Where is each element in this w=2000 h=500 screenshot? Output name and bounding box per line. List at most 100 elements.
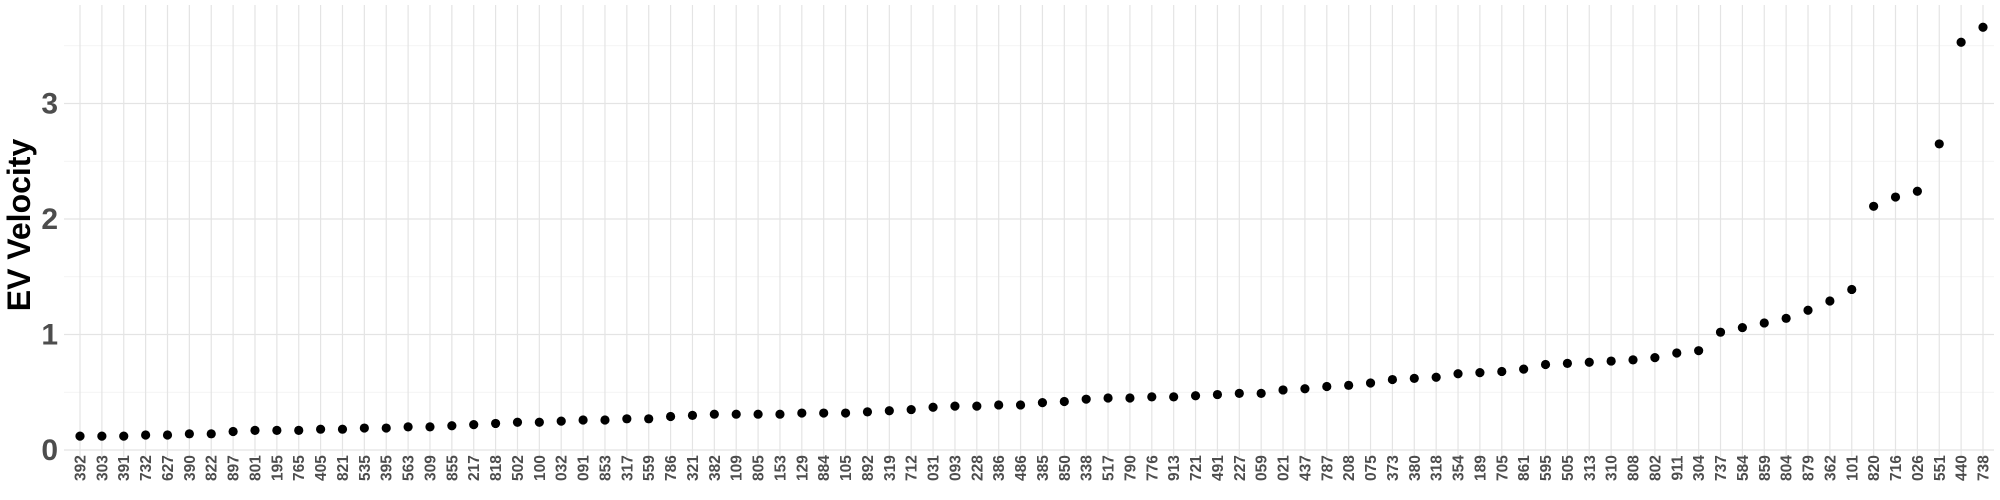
data-point <box>1912 186 1922 196</box>
data-point <box>1256 388 1266 399</box>
data-point <box>644 414 654 424</box>
x-tick-label: 075 <box>1363 455 1380 481</box>
x-tick-label: 732 <box>138 455 155 481</box>
data-point <box>1059 396 1069 407</box>
data-point <box>359 423 369 433</box>
data-point <box>1409 373 1419 383</box>
x-tick-label: 304 <box>1691 455 1708 481</box>
x-tick-label: 913 <box>1166 455 1183 481</box>
x-tick-label: 382 <box>707 455 724 481</box>
x-tick-label: 738 <box>1976 455 1993 481</box>
x-tick-label: 392 <box>73 455 90 481</box>
x-tick-label: 319 <box>882 455 899 481</box>
x-tick-label: 822 <box>204 455 221 481</box>
x-tick-label: 721 <box>1188 455 1205 481</box>
x-tick-label: 502 <box>510 455 527 481</box>
data-point <box>75 431 85 441</box>
data-point <box>556 416 566 426</box>
data-point <box>228 426 238 437</box>
data-point <box>1890 192 1901 202</box>
x-tick-label: 517 <box>1101 455 1118 481</box>
x-tick-label: 712 <box>904 455 921 481</box>
data-point <box>1737 322 1747 333</box>
data-point <box>753 409 763 419</box>
x-tick-label: 390 <box>182 455 199 481</box>
x-tick-label: 373 <box>1385 455 1402 481</box>
x-tick-label: 559 <box>641 455 658 481</box>
data-point <box>862 407 873 417</box>
x-tick-label: 808 <box>1626 455 1643 481</box>
x-tick-label: 093 <box>947 455 964 481</box>
x-tick-label: 716 <box>1888 455 1905 481</box>
data-point <box>381 423 391 433</box>
y-axis-label: EV Velocity <box>1 139 37 312</box>
data-point <box>1453 369 1463 379</box>
data-point <box>884 406 894 416</box>
x-tick-label: 405 <box>313 455 330 481</box>
data-point <box>1672 348 1682 358</box>
x-tick-label: 105 <box>838 455 855 481</box>
x-tick-label: 787 <box>1319 455 1336 481</box>
x-tick-label: 505 <box>1560 455 1577 481</box>
x-tick-label: 195 <box>269 455 286 481</box>
data-point <box>250 425 260 435</box>
data-point <box>1037 398 1048 408</box>
data-point <box>950 401 960 411</box>
data-point <box>184 429 194 439</box>
x-tick-label: 091 <box>576 455 593 481</box>
x-tick-label: 705 <box>1494 455 1511 481</box>
data-point <box>469 419 479 430</box>
data-point <box>731 409 741 419</box>
data-point <box>819 408 829 418</box>
x-tick-label: 850 <box>1057 455 1074 481</box>
data-point <box>1169 392 1179 402</box>
data-points <box>75 22 1988 441</box>
x-tick-label: 100 <box>532 455 549 481</box>
data-point <box>1694 346 1704 356</box>
data-point <box>1212 389 1223 400</box>
x-tick-label: 584 <box>1735 455 1752 481</box>
data-point <box>906 404 916 415</box>
data-point <box>1759 318 1769 328</box>
x-tick-label: 627 <box>160 455 177 481</box>
x-tick-label: 313 <box>1582 455 1599 481</box>
y-tick-label: 2 <box>41 203 58 236</box>
data-point <box>206 429 216 439</box>
x-tick-label: 395 <box>379 455 396 481</box>
x-tick-label: 321 <box>685 455 702 481</box>
data-point <box>316 424 326 434</box>
x-tick-label: 129 <box>794 455 811 481</box>
x-tick-label: 318 <box>1429 455 1446 481</box>
x-tick-label: 101 <box>1844 455 1861 481</box>
data-point <box>162 430 173 440</box>
data-point <box>490 418 501 429</box>
x-tick-label: 737 <box>1713 455 1730 481</box>
x-tick-label: 440 <box>1954 455 1971 481</box>
x-tick-label: 855 <box>444 455 461 481</box>
x-tick-label: 153 <box>772 455 789 481</box>
x-tick-label: 551 <box>1932 455 1949 481</box>
data-point <box>97 431 107 441</box>
data-point <box>775 409 785 419</box>
x-tick-label: 884 <box>816 455 833 481</box>
data-point <box>1234 388 1244 399</box>
data-point <box>1015 400 1026 410</box>
x-tick-label: 109 <box>729 455 746 481</box>
x-tick-label: 303 <box>94 455 111 481</box>
data-point <box>1300 384 1310 394</box>
x-tick-label: 486 <box>1013 455 1030 481</box>
data-point <box>1540 359 1551 370</box>
data-point <box>622 414 632 424</box>
data-point <box>272 425 282 435</box>
data-point <box>1869 201 1879 211</box>
x-tick-label: 801 <box>247 455 264 481</box>
data-point <box>1847 284 1857 295</box>
x-tick-label: 818 <box>488 455 505 481</box>
data-point <box>1431 372 1441 382</box>
data-point <box>1606 356 1616 366</box>
x-tick-label: 776 <box>1144 455 1161 481</box>
data-point <box>119 431 129 441</box>
data-point <box>534 417 544 427</box>
data-point <box>1387 374 1398 385</box>
